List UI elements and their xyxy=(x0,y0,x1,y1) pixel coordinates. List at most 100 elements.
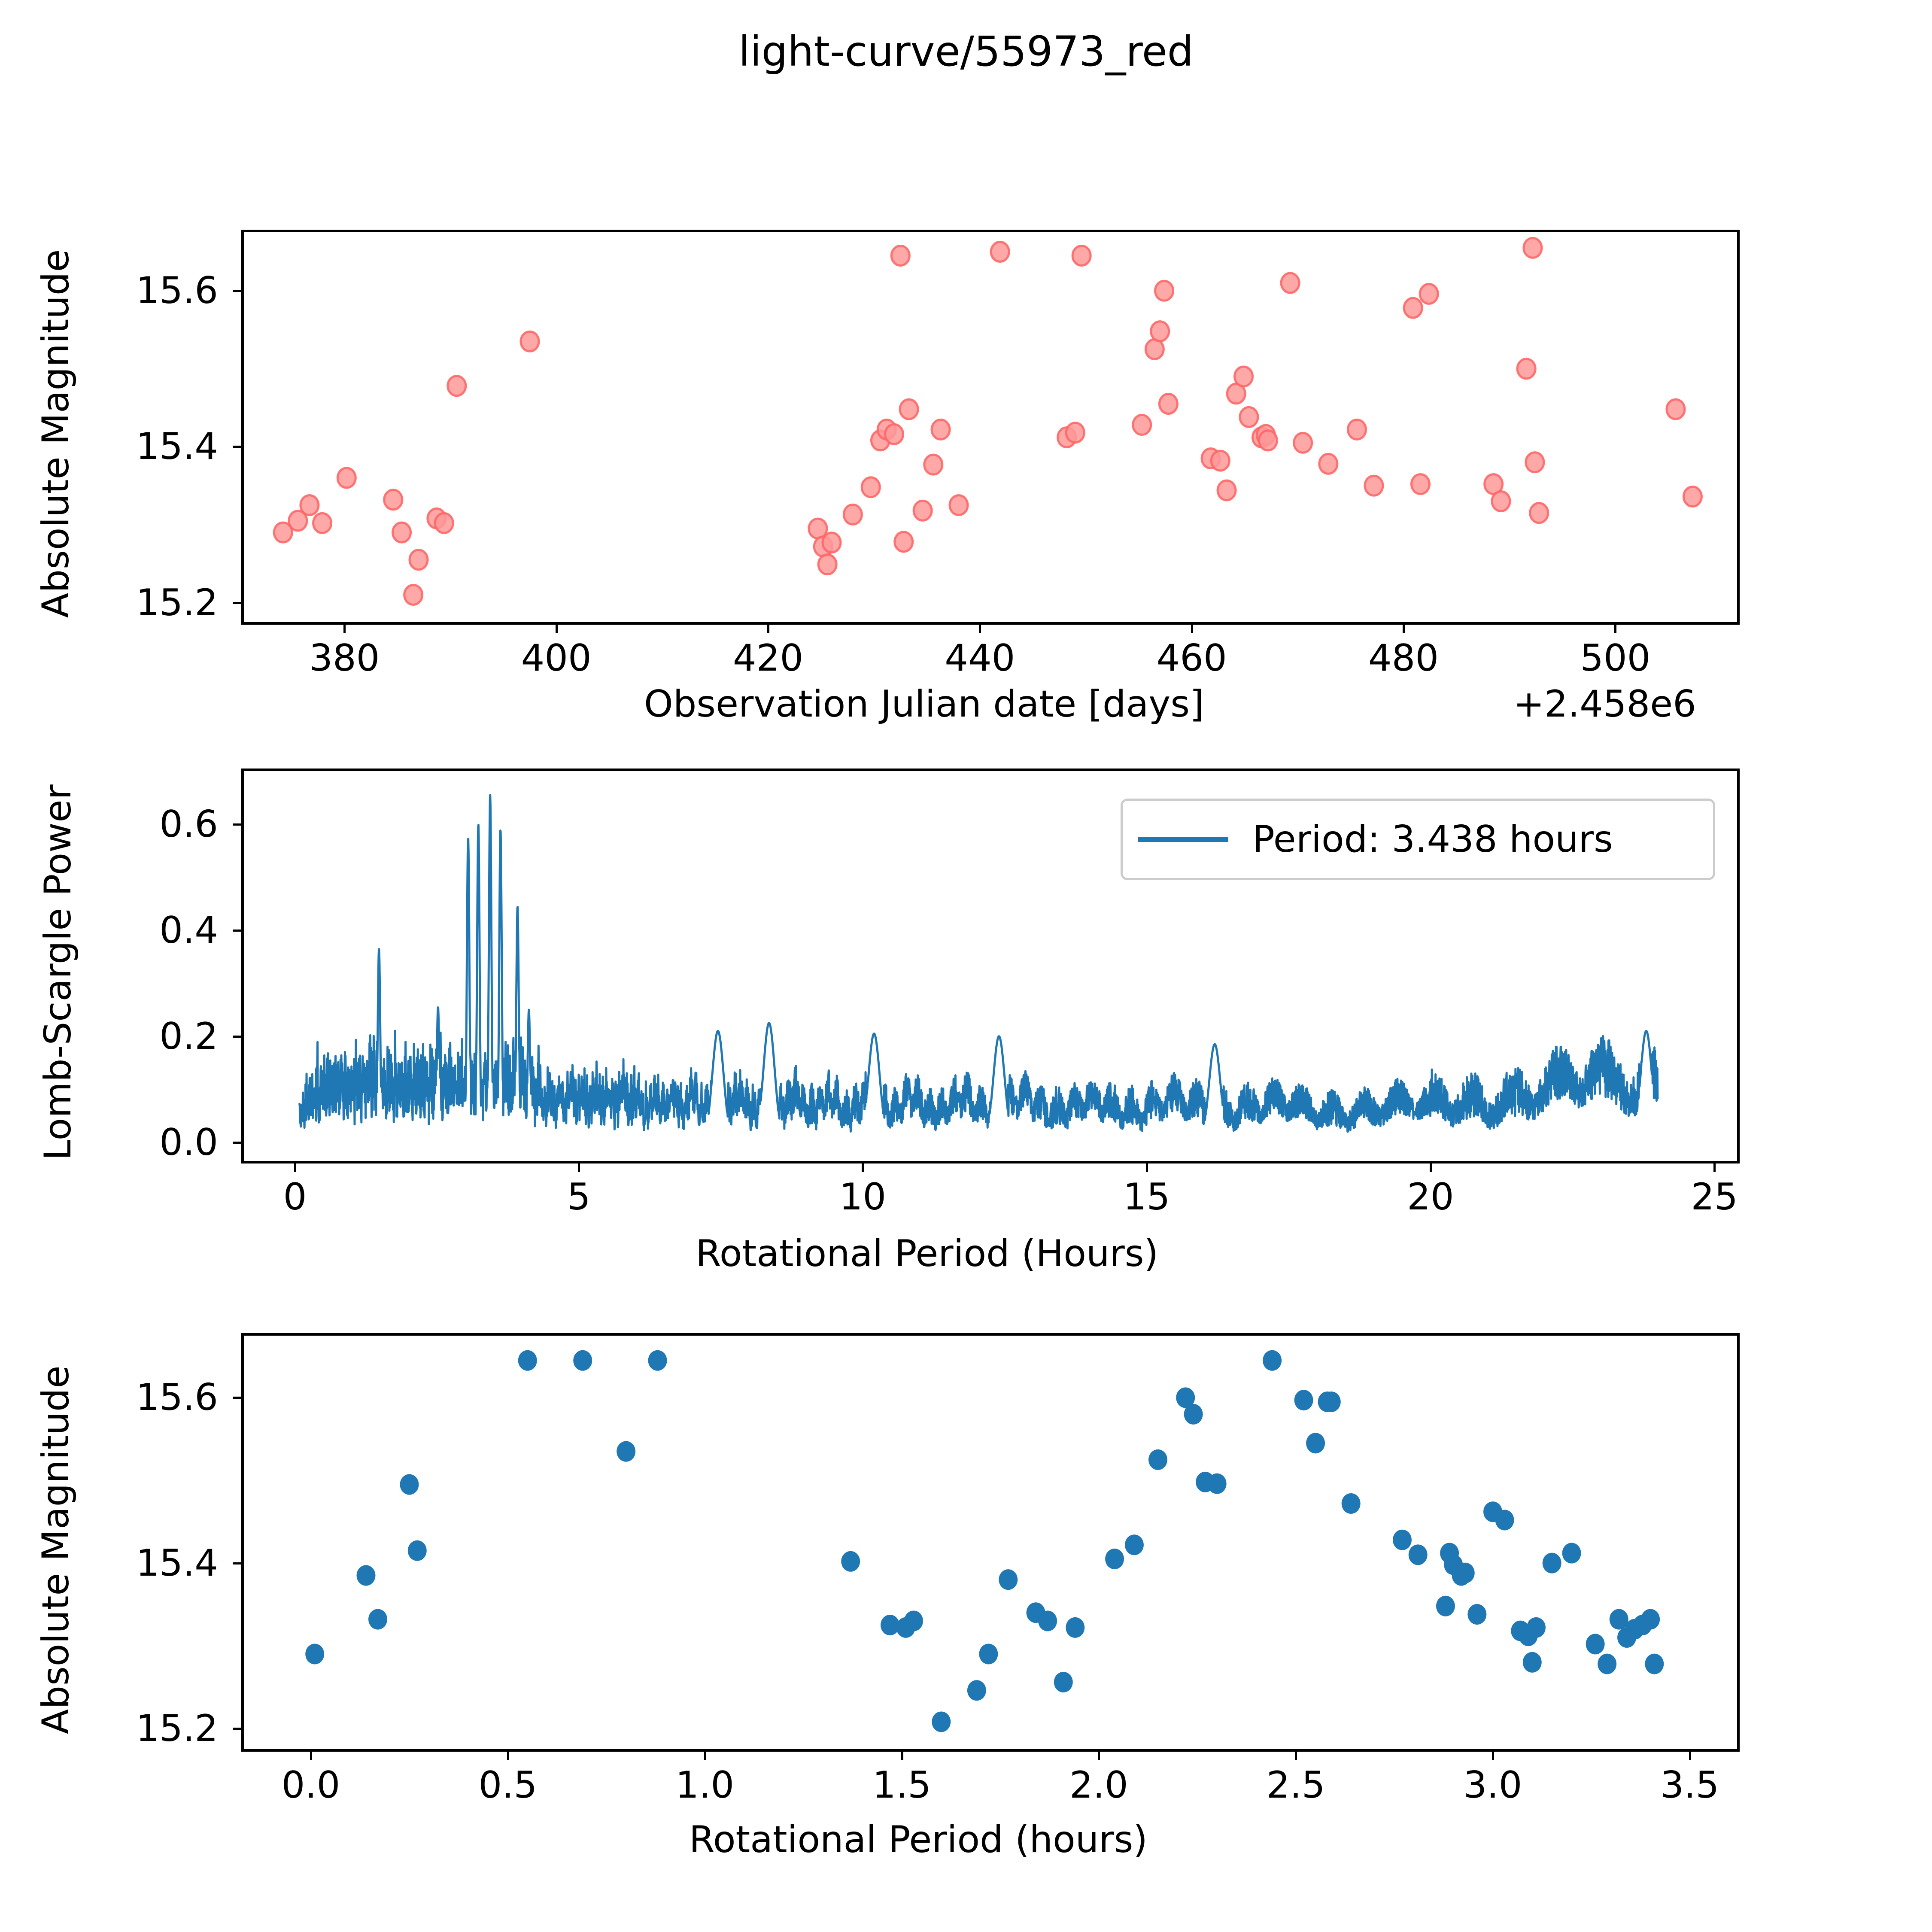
scatter-point xyxy=(434,512,454,534)
scatter-point xyxy=(356,1565,376,1586)
scatter-point xyxy=(573,1350,592,1371)
x-tick-label: 0.5 xyxy=(478,1764,538,1807)
x-tickmark xyxy=(1614,624,1617,633)
scatter-point xyxy=(273,521,293,544)
scatter-point xyxy=(1233,365,1254,388)
scatter-point xyxy=(880,1615,899,1636)
x-tickmark xyxy=(310,1751,312,1760)
y-tick-label: 15.2 xyxy=(136,1707,218,1750)
scatter-point xyxy=(1065,422,1085,444)
scatter-point xyxy=(408,549,429,571)
scatter-point xyxy=(648,1350,667,1371)
scatter-point xyxy=(1071,244,1092,267)
scatter-point xyxy=(948,494,969,516)
scatter-point xyxy=(400,1474,419,1495)
scatter-point xyxy=(1436,1595,1455,1616)
scatter-point xyxy=(821,532,842,554)
scatter-point xyxy=(1154,279,1175,302)
y-tick-label: 15.4 xyxy=(136,1541,218,1585)
x-tickmark xyxy=(767,624,769,633)
scatter-point xyxy=(1682,486,1703,508)
y-tickmark xyxy=(233,1727,242,1730)
scatter-point xyxy=(1542,1552,1561,1574)
scatter-point xyxy=(1419,283,1439,305)
scatter-point xyxy=(519,330,540,352)
scatter-point xyxy=(1516,358,1537,380)
scatter-point xyxy=(1529,502,1549,524)
scatter-point xyxy=(1522,1652,1542,1673)
scatter-point xyxy=(1392,1529,1412,1550)
y-tick-label: 0.4 xyxy=(159,908,218,952)
phase-folded-ylabel: Absolute Magnitude xyxy=(34,1365,77,1735)
x-tick-label: 5 xyxy=(567,1176,591,1218)
scatter-point xyxy=(1410,473,1431,495)
scatter-point xyxy=(923,453,944,476)
scatter-point xyxy=(1280,272,1300,294)
x-tickmark xyxy=(1145,1163,1148,1172)
x-tick-label: 10 xyxy=(839,1176,887,1218)
scatter-point xyxy=(860,476,881,498)
scatter-point xyxy=(1184,1403,1203,1425)
scatter-point xyxy=(288,510,308,532)
x-tick-label: 25 xyxy=(1691,1176,1738,1218)
x-tick-label: 2.0 xyxy=(1069,1764,1128,1807)
scatter-point xyxy=(1144,338,1165,360)
scatter-point xyxy=(932,1711,951,1732)
y-tick-label: 0.6 xyxy=(159,802,218,846)
x-tick-label: 480 xyxy=(1368,637,1439,680)
scatter-point xyxy=(1318,453,1339,475)
x-tickmark xyxy=(1713,1163,1716,1172)
x-tick-label: 2.5 xyxy=(1266,1764,1325,1807)
scatter-point xyxy=(1321,1391,1341,1413)
x-tick-label: 3.5 xyxy=(1660,1764,1719,1807)
phase-folded-panel xyxy=(241,1333,1740,1752)
x-tickmark xyxy=(507,1751,509,1760)
scatter-point xyxy=(841,1551,860,1572)
x-tickmark xyxy=(704,1751,706,1760)
scatter-point xyxy=(1408,1544,1428,1565)
scatter-point xyxy=(383,489,404,511)
scatter-point xyxy=(990,240,1010,263)
scatter-point xyxy=(312,512,333,534)
scatter-point xyxy=(392,521,412,544)
scatter-point xyxy=(1263,1350,1282,1371)
scatter-point xyxy=(1150,320,1170,343)
y-tick-label: 15.2 xyxy=(136,581,218,624)
scatter-point xyxy=(1054,1671,1073,1692)
page-title: light-curve/55973_red xyxy=(738,27,1194,76)
x-tick-label: 380 xyxy=(309,637,380,680)
scatter-point xyxy=(447,375,467,397)
x-tick-label: 20 xyxy=(1407,1176,1454,1218)
x-tick-label: 420 xyxy=(732,637,804,680)
scatter-point xyxy=(893,531,914,553)
x-tick-label: 1.0 xyxy=(675,1764,735,1807)
y-tickmark xyxy=(233,1397,242,1399)
scatter-point xyxy=(1066,1617,1085,1638)
x-tick-label: 1.5 xyxy=(872,1764,931,1807)
scatter-point xyxy=(1645,1653,1664,1674)
scatter-point xyxy=(904,1610,923,1631)
scatter-point xyxy=(884,423,905,445)
scatter-point xyxy=(912,499,933,522)
x-tickmark xyxy=(294,1163,297,1172)
periodogram-ylabel: Lomb-Scargle Power xyxy=(36,784,79,1160)
x-tick-label: 440 xyxy=(945,637,1015,680)
y-tickmark xyxy=(233,823,242,826)
periodogram-legend[interactable]: Period: 3.438 hours xyxy=(1121,799,1715,880)
scatter-point xyxy=(336,467,357,489)
x-tickmark xyxy=(1295,1751,1297,1760)
x-tickmark xyxy=(343,624,346,633)
x-tickmark xyxy=(1492,1751,1495,1760)
scatter-point xyxy=(1467,1604,1487,1625)
scatter-point xyxy=(1641,1609,1660,1630)
y-tickmark xyxy=(233,446,242,448)
scatter-point xyxy=(1364,474,1384,497)
x-tickmark xyxy=(862,1163,864,1172)
scatter-point xyxy=(1207,1473,1227,1494)
scatter-point xyxy=(1148,1449,1168,1470)
x-tick-label: 3.0 xyxy=(1463,1764,1522,1807)
x-tick-label: 15 xyxy=(1123,1176,1170,1218)
scatter-point xyxy=(967,1680,986,1701)
light-curve-ylabel: Absolute Magnitude xyxy=(34,249,77,618)
scatter-point xyxy=(1306,1433,1325,1454)
